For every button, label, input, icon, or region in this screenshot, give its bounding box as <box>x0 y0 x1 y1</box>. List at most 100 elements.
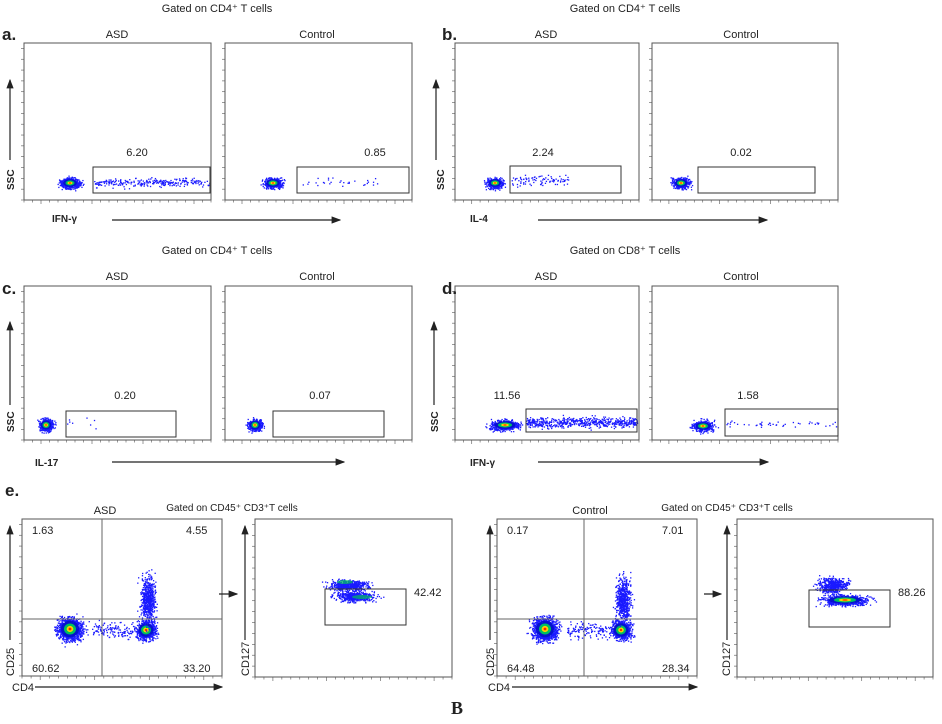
d-control-pop-dot <box>694 424 696 426</box>
b-asd-pop-dot <box>486 185 488 188</box>
d-asd-pop-dot <box>494 428 497 430</box>
d-asd-gate-dot <box>551 421 553 423</box>
b-control-pop-dot <box>671 180 674 182</box>
d-asd-pop-dot <box>510 419 513 422</box>
d-asd-gate-dot <box>599 419 602 422</box>
d-asd-gate-dot <box>596 418 598 420</box>
d-asd-gate-dot <box>536 420 538 423</box>
b-asd-pop-dot <box>490 187 492 190</box>
a-asd-gate-dot <box>173 184 175 186</box>
c-asd-pop-dot <box>46 419 48 421</box>
b-asd-gate-dot <box>535 179 537 182</box>
b-asd-pop-dot <box>501 184 504 186</box>
a-control-gate-dot <box>315 182 317 184</box>
d-asd-pop-dot <box>513 426 515 429</box>
a-control-gate-dot <box>340 180 342 182</box>
a-control-gate-dot <box>317 184 319 187</box>
d-asd-pop-dot <box>494 426 497 429</box>
c-control-pop-dot <box>259 429 262 431</box>
d-control-pop-dot <box>700 433 702 435</box>
d-asd-gate-dot <box>548 428 550 430</box>
a-asd-pop-dot <box>62 179 64 182</box>
a-control-pop-dot <box>263 187 265 189</box>
d-control-gate-dot <box>799 423 801 425</box>
d-asd-pop-dot <box>511 419 513 421</box>
b-control-pop-dot <box>685 185 687 187</box>
b-asd-pop-dot <box>487 178 489 181</box>
d-control-pop-dot <box>707 428 710 430</box>
d-control-pop-dot <box>713 429 715 431</box>
c-control-pop-dot <box>260 419 263 421</box>
d-control-pop-dot <box>714 424 716 426</box>
d-control-pop-dot <box>705 421 707 423</box>
a-asd-gate-dot <box>118 184 120 186</box>
d-asd-gate-dot <box>526 420 528 422</box>
a-asd-gate-dot <box>184 183 186 186</box>
d-asd-gate-dot <box>570 425 572 427</box>
a-control-gate-dot <box>317 177 319 180</box>
a-asd-gate-dot <box>98 181 100 184</box>
c-asd-pop-dot <box>52 426 54 428</box>
d-asd-pop-dot <box>492 425 494 427</box>
b-asd-gate-dot <box>563 180 566 183</box>
c-asd-gate-dot <box>86 417 88 419</box>
b-asd-pop-dot <box>485 189 488 191</box>
d-asd-gate-dot <box>579 418 581 420</box>
a-asd-gate-dot <box>161 180 163 182</box>
a-asd-gate-dot <box>149 185 152 188</box>
a-control-pop-dot <box>278 180 281 182</box>
d-control-pop-dot <box>708 422 710 425</box>
a-asd-gate-dot <box>123 186 125 188</box>
a-control-gate-dot <box>322 181 325 184</box>
d-control-pop-dot <box>700 421 703 423</box>
a-asd-gate-dot <box>185 179 187 181</box>
d-asd-pop-dot <box>490 418 493 421</box>
d-control-pop-dot <box>711 427 713 429</box>
d-asd-gate-dot <box>592 422 594 424</box>
d-asd-gate-dot <box>606 422 608 425</box>
a-control-pop-dot <box>269 186 271 188</box>
a-asd-gate-dot <box>122 184 124 186</box>
c-asd-pop-dot <box>52 422 54 424</box>
c-control-pop-dot <box>261 430 263 432</box>
b-asd-pop-dot <box>499 177 502 179</box>
d-asd-gate-dot <box>610 420 612 422</box>
d-control-gate-dot <box>784 423 786 426</box>
d-asd-pop-dot <box>492 421 494 424</box>
a-asd-pop-dot <box>78 186 80 188</box>
d-asd-pop-dot <box>514 422 516 425</box>
d-asd-gate-dot <box>585 424 587 427</box>
c-control-pop-dot <box>253 430 256 432</box>
a-asd-gate-dot <box>177 182 180 184</box>
a-asd-gate-dot <box>165 181 167 183</box>
b-control-pop-dot <box>685 178 687 180</box>
a-asd-gate-dot <box>119 181 122 183</box>
b-control-pop-dot <box>679 186 681 188</box>
d-asd-gate-dot <box>628 421 630 424</box>
d-asd-gate-dot <box>633 420 635 422</box>
d-asd-gate-dot <box>569 424 572 426</box>
b-asd-pop-dot <box>487 187 490 190</box>
d-asd-pop-dot <box>502 430 505 432</box>
d-asd-gate-dot <box>598 427 600 429</box>
b-asd-gate-dot <box>540 180 542 182</box>
d-asd-gate-dot <box>540 417 542 419</box>
d-asd-pop-dot <box>504 418 506 420</box>
c-asd-pop-dot <box>46 417 48 420</box>
c-asd-pop-dot <box>43 418 45 420</box>
b-control-pop-dot <box>673 183 675 185</box>
d-control-pop-dot <box>706 419 708 421</box>
a-asd-gate-dot <box>139 184 141 186</box>
c-control-pop-dot <box>250 430 252 432</box>
d-asd-gate-dot <box>595 424 598 426</box>
d-asd-gate-dot <box>565 423 568 425</box>
d-control-gate-dot <box>809 421 811 423</box>
a-asd-pop-dot <box>75 179 77 181</box>
b-control-pop-dot <box>682 189 684 191</box>
e-asd-quadrant-cd4neg-dot <box>85 631 88 633</box>
d-control-pop-dot <box>706 418 708 420</box>
d-control-pop-dot <box>698 421 700 423</box>
d-asd-pop-dot <box>505 418 507 421</box>
a-asd-pop-dot <box>63 185 65 188</box>
a-asd-gate-dot <box>198 184 200 186</box>
